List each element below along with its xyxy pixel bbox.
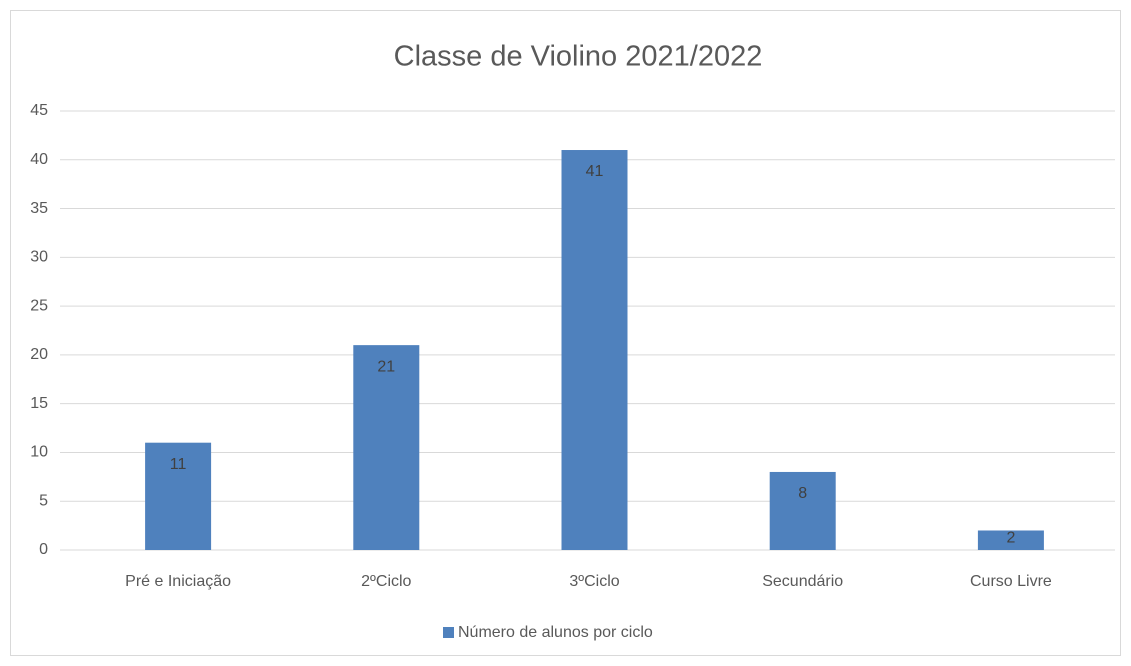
bar [977,530,1044,550]
x-tick-label: Curso Livre [970,573,1052,590]
bar [353,345,420,550]
y-tick-label: 15 [30,395,48,412]
legend-swatch [443,627,454,638]
x-tick-label: 3ºCiclo [569,573,619,590]
y-tick-label: 25 [30,297,48,314]
y-tick-label: 0 [39,541,48,558]
bar [145,442,212,550]
y-tick-label: 45 [30,102,48,119]
data-label: 21 [377,358,395,375]
x-tick-label: Secundário [762,573,843,590]
data-label: 2 [1006,530,1015,547]
data-label: 8 [798,485,807,502]
x-tick-label: 2ºCiclo [361,573,411,590]
chart-title: Classe de Violino 2021/2022 [394,41,763,73]
data-label: 41 [586,163,604,180]
legend-label: Número de alunos por ciclo [458,624,653,641]
bar [561,150,628,550]
y-tick-label: 20 [30,346,48,363]
y-tick-label: 40 [30,151,48,168]
data-label: 11 [170,456,187,473]
y-tick-label: 5 [39,492,48,509]
y-tick-label: 35 [30,200,48,217]
y-tick-label: 30 [30,249,48,266]
bar [769,471,836,550]
x-tick-label: Pré e Iniciação [125,573,231,590]
y-tick-label: 10 [30,444,48,461]
